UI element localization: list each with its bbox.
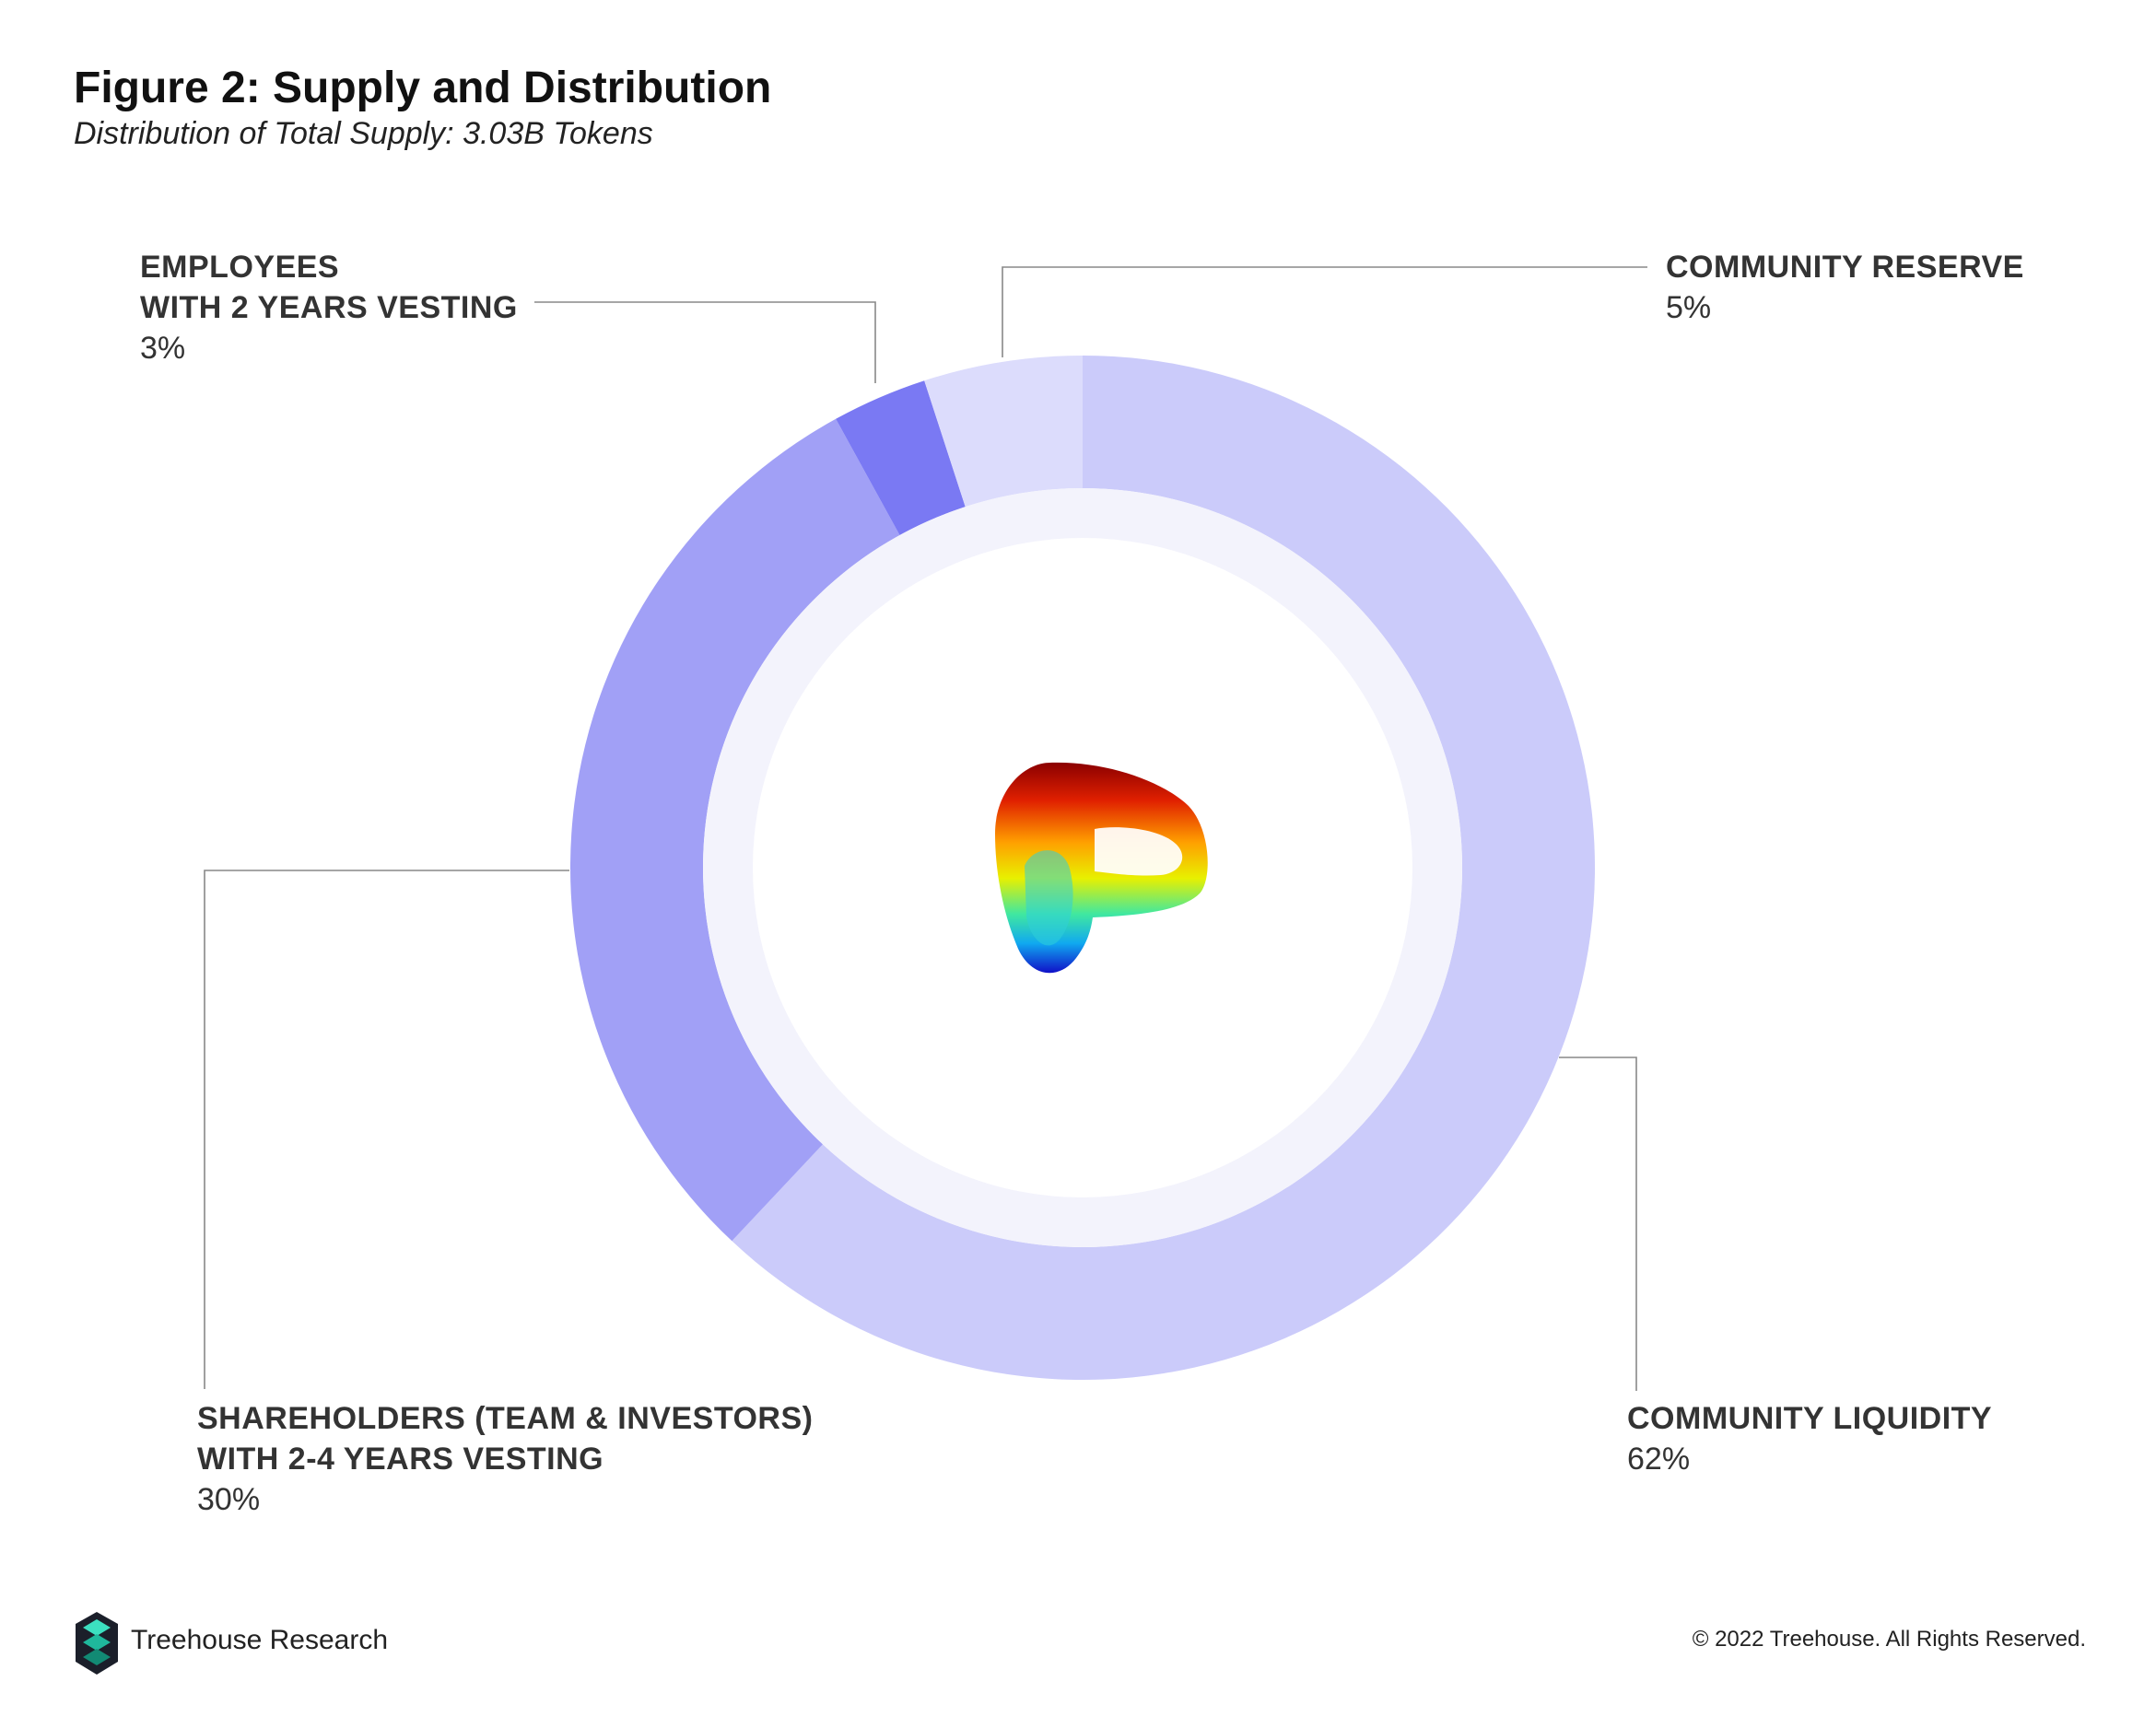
donut-slice-1 (570, 418, 900, 1242)
donut-slice-2 (836, 380, 966, 535)
slice-name: SHAREHOLDERS (TEAM & INVESTORS) (197, 1401, 814, 1436)
slice-percent: 30% (197, 1482, 261, 1517)
slice-percent: 5% (1666, 290, 1712, 325)
donut-slice-0 (732, 356, 1596, 1380)
slice-name: COMMUNITY RESERVE (1666, 250, 2024, 285)
curve-logo-icon (995, 762, 1208, 974)
slice-name: COMMUNITY LIQUIDITY (1627, 1401, 1993, 1436)
slice-name-line2: WITH 2-4 YEARS VESTING (197, 1442, 604, 1477)
slice-label-community-reserve: COMMUNITY RESERVE 5% (1666, 247, 2024, 328)
donut-slices (570, 356, 1596, 1380)
slice-name: EMPLOYEES (140, 250, 340, 285)
leader-line-1 (204, 870, 569, 1389)
chart-subtitle: Distribution of Total Supply: 3.03B Toke… (74, 116, 653, 151)
slice-percent: 3% (140, 331, 186, 366)
chart-title: Figure 2: Supply and Distribution (74, 64, 772, 112)
slice-percent: 62% (1627, 1442, 1691, 1477)
leader-line-3 (1002, 266, 1647, 357)
leader-lines (204, 266, 1647, 1391)
leader-line-0 (1559, 1057, 1637, 1391)
treehouse-logo-icon (76, 1612, 118, 1675)
leader-line-2 (534, 301, 876, 383)
footer-brand: Treehouse Research (131, 1625, 389, 1655)
slice-name-line2: WITH 2 YEARS VESTING (140, 290, 518, 325)
slice-label-employees: EMPLOYEES WITH 2 YEARS VESTING 3% (140, 247, 518, 368)
slice-label-community-liquidity: COMMUNITY LIQUIDITY 62% (1627, 1398, 1992, 1479)
slice-label-shareholders: SHAREHOLDERS (TEAM & INVESTORS) WITH 2-4… (197, 1398, 813, 1520)
footer-copyright: © 2022 Treehouse. All Rights Reserved. (1692, 1627, 2086, 1652)
donut-slice-3 (924, 356, 1083, 508)
